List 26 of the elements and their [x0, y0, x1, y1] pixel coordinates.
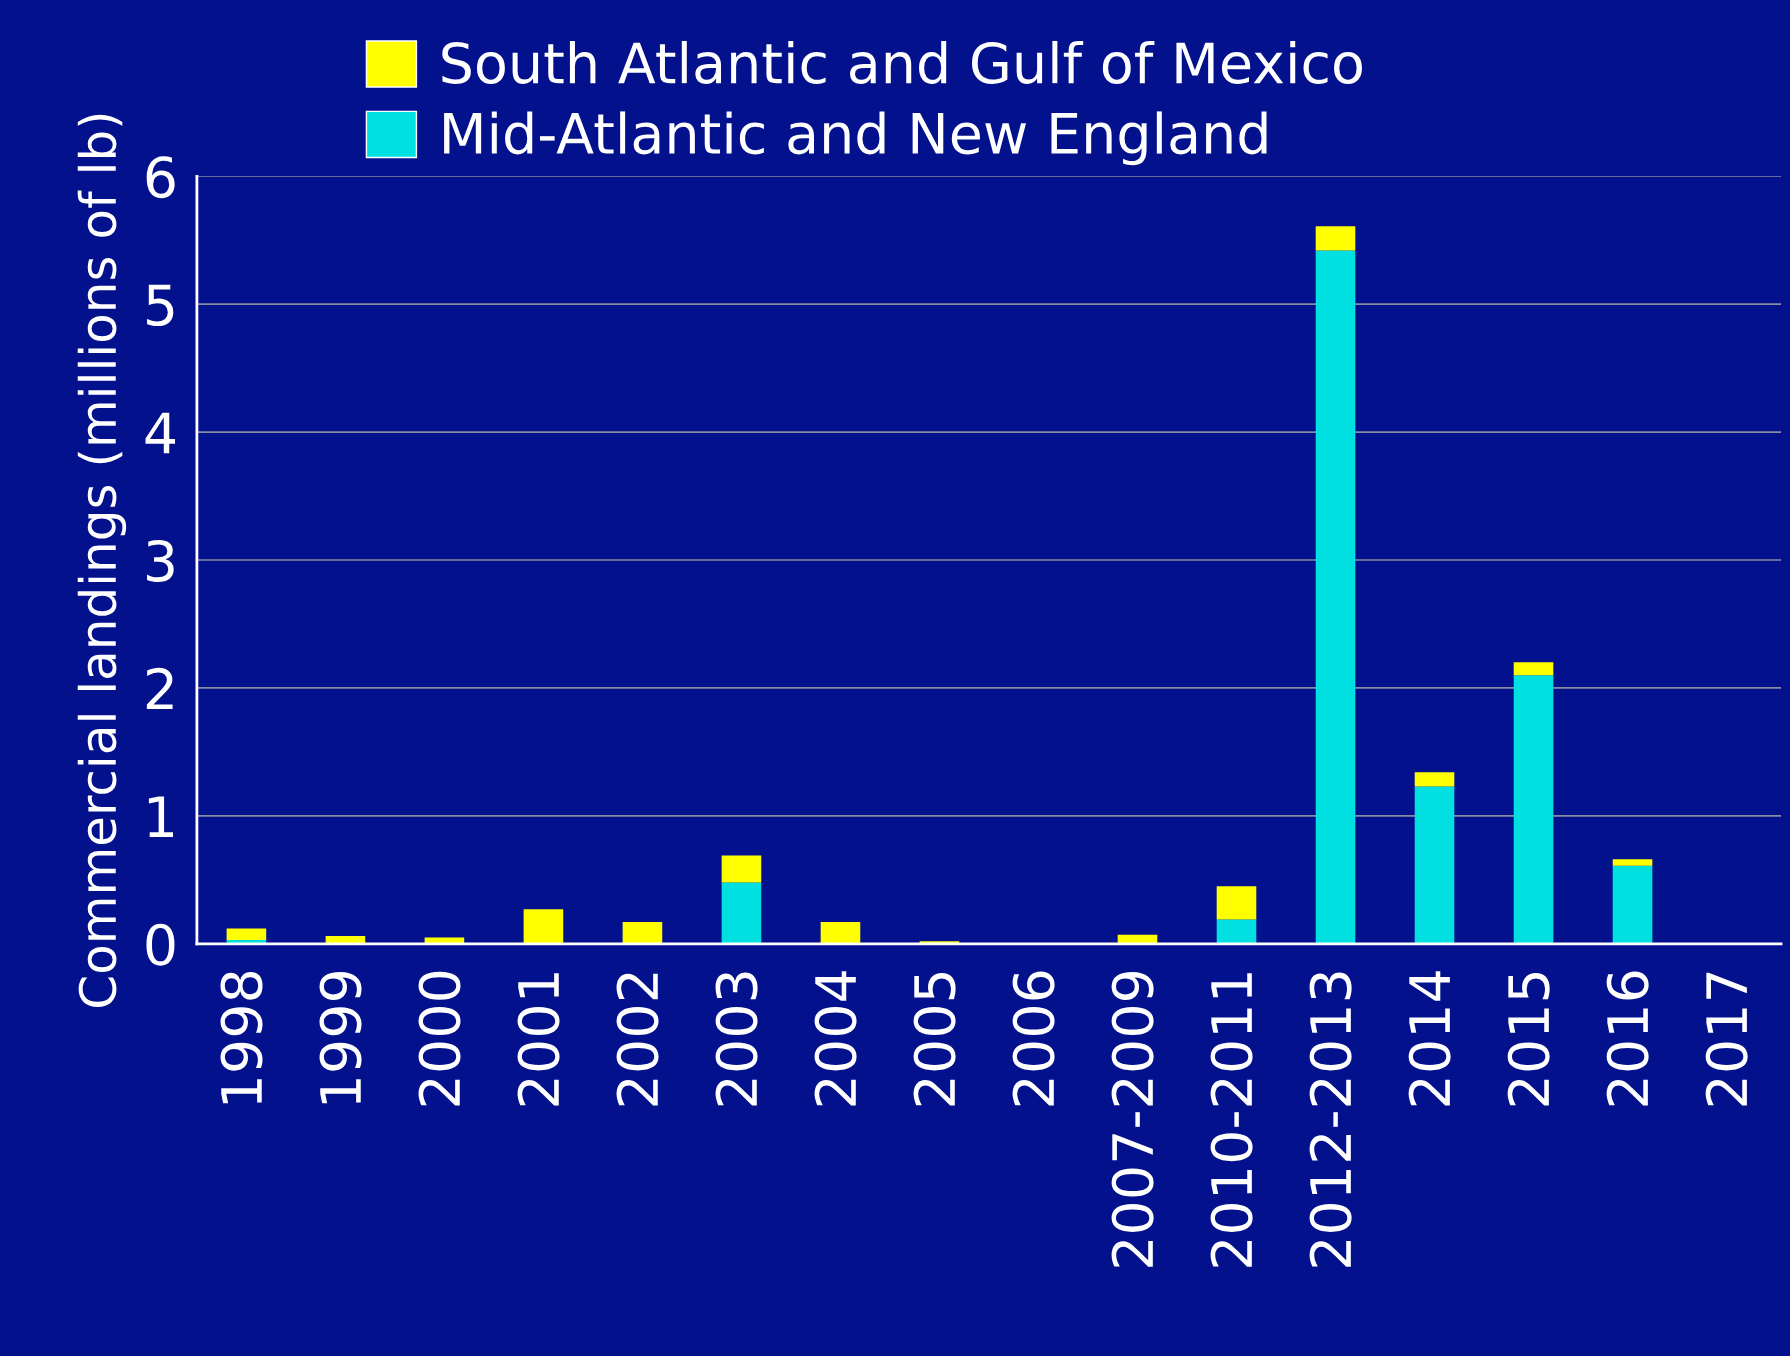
x-tick-label: 2014: [1408, 971, 1451, 1106]
x-tick-label: 2004: [814, 971, 857, 1106]
x-tick-label: 2000: [418, 971, 461, 1106]
x-tick-label: 2017: [1705, 972, 1748, 1106]
x-tick-label: 2002: [616, 973, 659, 1106]
x-tick-label: 2006: [1012, 971, 1055, 1106]
y-tick-label: 3: [147, 539, 174, 582]
y-tick-label: 2: [146, 667, 173, 710]
x-tick-label: 2016: [1606, 971, 1649, 1106]
x-tick-label: 2010-2011: [1210, 973, 1253, 1267]
x-tick-label: 2003: [715, 972, 758, 1106]
x-tick-label: 2005: [913, 972, 956, 1106]
x-tick-label: 2001: [517, 973, 560, 1106]
y-axis-title: Commercial landings (millions of lb): [77, 114, 127, 1007]
legend-label: Mid-Atlantic and New England: [444, 111, 1267, 166]
y-tick-label: 0: [146, 923, 175, 966]
y-tick-label: 1: [148, 796, 174, 837]
x-tick-label: 2012-2013: [1309, 972, 1352, 1267]
y-tick-label: 6: [146, 156, 175, 199]
x-tick-label: 2007-2009: [1111, 971, 1154, 1267]
y-tick-label: 4: [145, 412, 176, 454]
legend-label: South Atlantic and Gulf of Mexico: [442, 40, 1362, 84]
x-tick-label: 1999: [319, 971, 362, 1104]
x-tick-label: 1998: [220, 971, 263, 1104]
y-tick-label: 5: [147, 284, 174, 327]
x-tick-label: 2015: [1507, 972, 1550, 1106]
